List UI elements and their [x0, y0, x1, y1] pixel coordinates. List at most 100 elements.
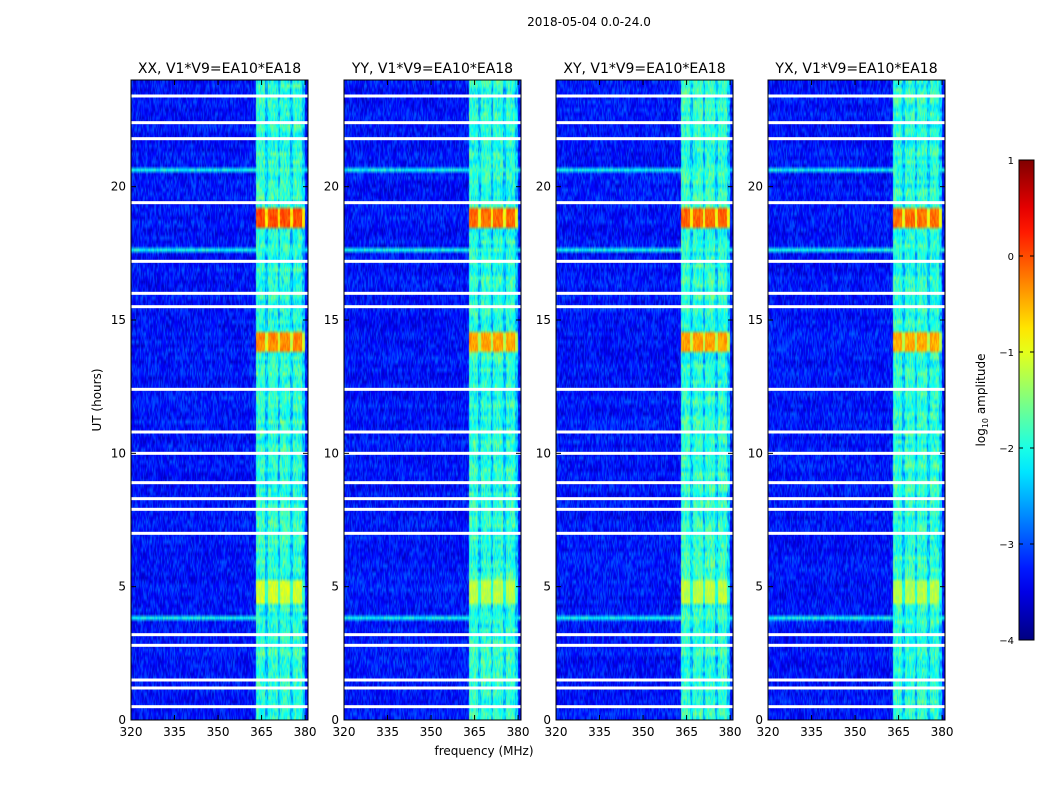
x-tick-label: 380 — [294, 725, 317, 739]
flagged-gap — [131, 633, 308, 637]
flagged-gap — [131, 259, 308, 263]
x-tick-label: 350 — [207, 725, 230, 739]
flagged-gap — [556, 705, 733, 709]
y-tick-label: 0 — [543, 713, 551, 727]
flagged-gap — [768, 305, 945, 309]
flagged-gap — [556, 387, 733, 391]
flagged-gap — [556, 201, 733, 205]
panel-title: YY, V1*V9=EA10*EA18 — [351, 61, 513, 77]
flagged-gap — [131, 481, 308, 485]
x-tick-label: 350 — [420, 725, 443, 739]
flagged-gap — [768, 451, 945, 455]
spectrogram-raster — [344, 80, 521, 720]
colorbar: 1 0 −1 −2 −3 −4 — [999, 156, 1035, 647]
spectrogram-raster — [556, 80, 733, 720]
flagged-gap — [768, 259, 945, 263]
flagged-gap — [131, 451, 308, 455]
colorbar-tick-label: −1 — [999, 348, 1014, 359]
flagged-gap — [344, 430, 521, 434]
flagged-gap — [131, 507, 308, 511]
x-tick-label: 320 — [120, 725, 143, 739]
flagged-gap — [131, 291, 308, 295]
spectrogram-raster — [768, 80, 945, 720]
y-tick-label: 15 — [748, 313, 763, 327]
y-tick-label: 5 — [331, 580, 339, 594]
flagged-gap — [131, 705, 308, 709]
x-tick-label: 335 — [800, 725, 823, 739]
flagged-gap — [768, 430, 945, 434]
panel-title: XX, V1*V9=EA10*EA18 — [138, 61, 301, 77]
x-tick-label: 320 — [545, 725, 568, 739]
y-tick-label: 20 — [536, 180, 551, 194]
flagged-gap — [131, 137, 308, 141]
flagged-gap — [344, 259, 521, 263]
panel-2: XY, V1*V9=EA10*EA18 320 335 350 365 380 0 5 10 15… — [536, 61, 742, 739]
flagged-gap — [344, 121, 521, 125]
flagged-gap — [344, 678, 521, 682]
flagged-gap — [344, 643, 521, 647]
flagged-gap — [556, 94, 733, 98]
flagged-gap — [768, 686, 945, 690]
flagged-gap — [768, 291, 945, 295]
flagged-gap — [768, 481, 945, 485]
x-tick-label: 350 — [632, 725, 655, 739]
flagged-gap — [556, 507, 733, 511]
colorbar-tick-label: −4 — [999, 636, 1014, 647]
x-tick-label: 380 — [507, 725, 530, 739]
flagged-gap — [131, 201, 308, 205]
flagged-gap — [556, 497, 733, 501]
flagged-gap — [344, 705, 521, 709]
x-tick-label: 335 — [376, 725, 399, 739]
flagged-gap — [131, 678, 308, 682]
flagged-gap — [131, 121, 308, 125]
flagged-gap — [344, 201, 521, 205]
flagged-gap — [768, 507, 945, 511]
flagged-gap — [556, 633, 733, 637]
x-tick-label: 350 — [844, 725, 867, 739]
y-axis-label: UT (hours) — [90, 368, 104, 431]
y-tick-label: 0 — [118, 713, 126, 727]
x-tick-label: 320 — [757, 725, 780, 739]
x-axis-label: frequency (MHz) — [434, 744, 533, 758]
panel-1: YY, V1*V9=EA10*EA18 320 335 350 365 380 0 5 10 15… — [324, 61, 530, 739]
flagged-gap — [768, 633, 945, 637]
flagged-gap — [344, 481, 521, 485]
flagged-gap — [556, 121, 733, 125]
flagged-gap — [556, 291, 733, 295]
flagged-gap — [768, 678, 945, 682]
flagged-gap — [344, 531, 521, 535]
flagged-gap — [344, 507, 521, 511]
flagged-gap — [556, 686, 733, 690]
flagged-gap — [131, 497, 308, 501]
flagged-gap — [556, 451, 733, 455]
x-tick-label: 365 — [887, 725, 910, 739]
flagged-gap — [131, 305, 308, 309]
x-tick-label: 365 — [250, 725, 273, 739]
flagged-gap — [344, 451, 521, 455]
x-tick-label: 365 — [675, 725, 698, 739]
flagged-gap — [556, 259, 733, 263]
panels: XX, V1*V9=EA10*EA18 320 335 350 365 380 0 5 10 15… — [111, 61, 954, 739]
colorbar-label: log10 amplitude — [974, 354, 990, 447]
flagged-gap — [556, 137, 733, 141]
colorbar-tick-label: 0 — [1008, 252, 1014, 263]
colorbar-tick-label: −2 — [999, 444, 1014, 455]
y-tick-label: 0 — [331, 713, 339, 727]
flagged-gap — [768, 531, 945, 535]
flagged-gap — [556, 678, 733, 682]
flagged-gap — [131, 94, 308, 98]
flagged-gap — [556, 643, 733, 647]
flagged-gap — [131, 430, 308, 434]
y-tick-label: 0 — [755, 713, 763, 727]
x-tick-label: 320 — [333, 725, 356, 739]
flagged-gap — [344, 633, 521, 637]
flagged-gap — [768, 121, 945, 125]
y-tick-label: 20 — [748, 180, 763, 194]
y-tick-label: 5 — [755, 580, 763, 594]
y-tick-label: 5 — [118, 580, 126, 594]
flagged-gap — [768, 94, 945, 98]
flagged-gap — [344, 686, 521, 690]
plot-frame — [130, 79, 309, 721]
colorbar-gradient — [1018, 159, 1035, 641]
